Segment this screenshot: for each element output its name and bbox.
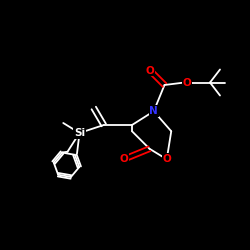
Text: O: O [182, 78, 192, 88]
Text: N: N [150, 106, 158, 116]
Text: Si: Si [74, 128, 85, 138]
Text: O: O [162, 154, 171, 164]
Text: O: O [120, 154, 128, 164]
Text: O: O [146, 66, 154, 76]
